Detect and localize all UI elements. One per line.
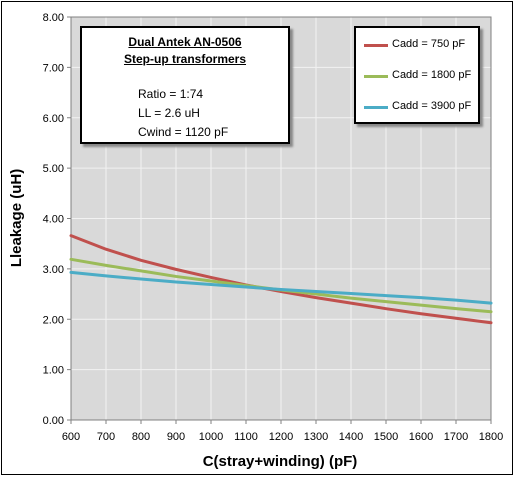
series-line-2 [69, 270, 493, 305]
legend-swatch-1800 [364, 75, 388, 78]
x-tick-label-6: 1200 [269, 431, 293, 443]
legend: Cadd = 750 pF Cadd = 1800 pF Cadd = 3900… [354, 26, 480, 124]
y-tick-label-8: 8.00 [43, 12, 64, 24]
chart-title: Dual Antek AN-0506 [128, 35, 242, 49]
legend-swatch-750 [364, 44, 388, 47]
x-tick-label-0: 600 [62, 431, 80, 443]
legend-label-1800: Cadd = 1800 pF [392, 69, 472, 81]
x-tick-label-11: 1700 [444, 431, 468, 443]
x-tick-label-8: 1400 [339, 431, 363, 443]
y-tick-label-4: 4.00 [43, 214, 64, 226]
y-tick-label-2: 2.00 [43, 314, 64, 326]
x-tick-label-2: 800 [132, 431, 150, 443]
legend-item-750: Cadd = 750 pF [356, 37, 478, 53]
y-axis-title: Lleakage (uH) [8, 169, 25, 267]
legend-label-750: Cadd = 750 pF [392, 38, 466, 50]
annotation-ratio: Ratio = 1:74 [138, 87, 204, 101]
series-line-0 [69, 234, 493, 325]
legend-item-1800: Cadd = 1800 pF [356, 68, 478, 84]
y-tick-label-3: 3.00 [43, 264, 64, 276]
x-tick-label-1: 700 [97, 431, 115, 443]
info-box: Dual Antek AN-0506 Step-up transformers … [80, 26, 290, 144]
x-tick-label-5: 1100 [234, 431, 258, 443]
x-tick-label-12: 1800 [479, 431, 503, 443]
y-tick-label-0: 0.00 [43, 415, 64, 427]
annotation-cwind: Cwind = 1120 pF [138, 125, 229, 139]
series-lines [69, 234, 493, 325]
x-tick-label-4: 1000 [199, 431, 223, 443]
annotation-ll: LL = 2.6 uH [138, 106, 200, 120]
x-axis: 600 700 800 900 1000 1100 1200 1300 1400 1500 1600… [62, 420, 503, 443]
y-tick-label-7: 7.00 [43, 62, 64, 74]
legend-item-3900: Cadd = 3900 pF [356, 99, 478, 115]
legend-label-3900: Cadd = 3900 pF [392, 100, 472, 112]
x-tick-label-7: 1300 [304, 431, 328, 443]
x-tick-label-10: 1600 [409, 431, 433, 443]
y-tick-label-1: 1.00 [43, 365, 64, 377]
x-tick-label-9: 1500 [374, 431, 398, 443]
y-tick-label-5: 5.00 [43, 163, 64, 175]
y-axis: 0.00 1.00 2.00 3.00 4.00 5.00 6.00 7.00 8.00 [43, 12, 71, 427]
x-axis-title: C(stray+winding) (pF) [203, 453, 358, 470]
y-tick-label-6: 6.00 [43, 113, 64, 125]
x-tick-label-3: 900 [167, 431, 185, 443]
legend-swatch-3900 [364, 106, 388, 109]
chart-subtitle: Step-up transformers [123, 52, 247, 66]
